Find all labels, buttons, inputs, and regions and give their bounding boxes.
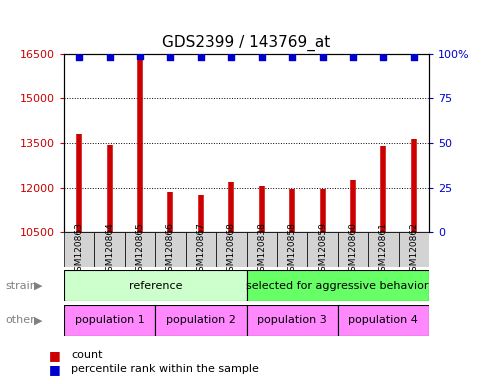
Bar [368, 232, 398, 267]
Text: GSM120865: GSM120865 [136, 222, 144, 277]
Text: ■: ■ [49, 363, 61, 376]
Bar [277, 232, 307, 267]
Text: GSM120858: GSM120858 [287, 222, 297, 277]
Text: GSM120867: GSM120867 [196, 222, 206, 277]
Bar [186, 232, 216, 267]
Bar [64, 270, 246, 301]
Text: selected for aggressive behavior: selected for aggressive behavior [246, 281, 429, 291]
Text: ▶: ▶ [34, 281, 42, 291]
Bar [398, 232, 429, 267]
Text: strain: strain [5, 281, 37, 291]
Bar [155, 232, 186, 267]
Text: GSM120863: GSM120863 [75, 222, 84, 277]
Text: other: other [5, 315, 35, 325]
Point [410, 54, 418, 60]
Bar [338, 305, 429, 336]
Bar [155, 305, 246, 336]
Text: population 1: population 1 [75, 315, 144, 325]
Bar [64, 232, 95, 267]
Text: GSM120860: GSM120860 [349, 222, 357, 277]
Text: GSM120866: GSM120866 [166, 222, 175, 277]
Text: ■: ■ [49, 349, 61, 362]
Text: reference: reference [129, 281, 182, 291]
Bar [125, 232, 155, 267]
Text: GSM120862: GSM120862 [409, 222, 418, 277]
Title: GDS2399 / 143769_at: GDS2399 / 143769_at [162, 35, 331, 51]
Text: population 4: population 4 [349, 315, 418, 325]
Point [106, 54, 113, 60]
Text: population 2: population 2 [166, 315, 236, 325]
Point [318, 54, 326, 60]
Bar [246, 270, 429, 301]
Bar [307, 232, 338, 267]
Point [197, 54, 205, 60]
Point [136, 53, 144, 59]
Bar [338, 232, 368, 267]
Point [227, 54, 235, 60]
Point [288, 54, 296, 60]
Point [349, 54, 357, 60]
Point [380, 54, 387, 60]
Point [167, 54, 175, 60]
Text: GSM120868: GSM120868 [227, 222, 236, 277]
Point [75, 54, 83, 60]
Text: GSM120861: GSM120861 [379, 222, 388, 277]
Text: GSM120864: GSM120864 [105, 222, 114, 277]
Bar [95, 232, 125, 267]
Text: ▶: ▶ [34, 315, 42, 325]
Bar [246, 305, 338, 336]
Text: population 3: population 3 [257, 315, 327, 325]
Bar [64, 305, 155, 336]
Point [258, 54, 266, 60]
Text: GSM120838: GSM120838 [257, 222, 266, 277]
Text: percentile rank within the sample: percentile rank within the sample [71, 364, 259, 374]
Bar [216, 232, 246, 267]
Bar [246, 232, 277, 267]
Text: count: count [71, 350, 103, 360]
Text: GSM120859: GSM120859 [318, 222, 327, 277]
